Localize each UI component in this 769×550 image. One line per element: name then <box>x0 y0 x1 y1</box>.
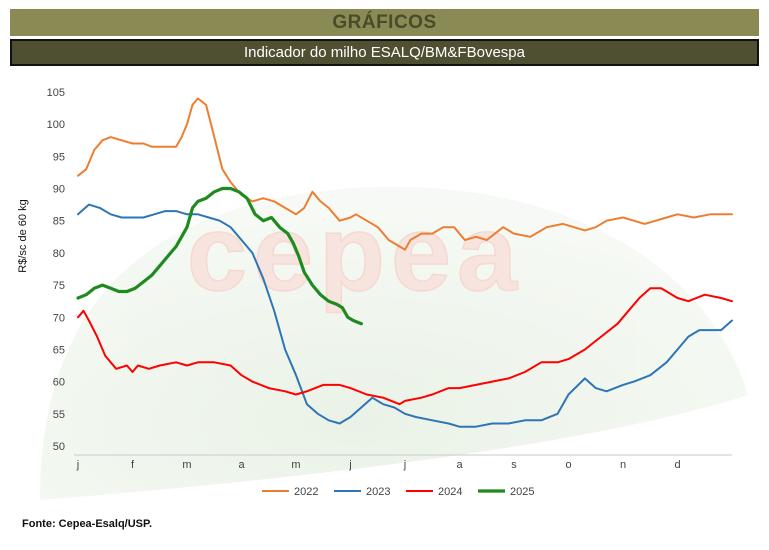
chart-legend: 2022 2023 2024 2025 <box>262 486 534 498</box>
x-tick-label: j <box>348 459 351 471</box>
y-tick-label: 100 <box>47 119 65 131</box>
x-tick-label: a <box>456 459 463 471</box>
section-banner: GRÁFICOS <box>10 9 759 36</box>
x-tick-label: f <box>131 459 135 471</box>
cepea-watermark: cepea <box>40 186 748 500</box>
legend-label-2025: 2025 <box>510 486 534 498</box>
series-line-2023 <box>77 203 733 428</box>
x-tick-label: o <box>565 459 571 471</box>
chart-series <box>76 97 733 428</box>
y-axis-label: R$/sc de 60 kg <box>17 199 29 272</box>
y-tick-label: 75 <box>53 280 65 292</box>
y-tick-label: 95 <box>53 151 65 163</box>
y-tick-label: 50 <box>53 441 65 453</box>
x-tick-label: n <box>620 459 626 471</box>
y-tick-label: 105 <box>47 87 65 99</box>
legend-label-2022: 2022 <box>294 486 318 498</box>
x-tick-label: j <box>403 459 406 471</box>
y-tick-label: 70 <box>53 312 65 324</box>
x-tick-label: d <box>674 459 680 471</box>
y-tick-label: 55 <box>53 409 65 421</box>
chart-axes: 50 55 60 65 70 75 80 85 90 95 100 105 j f m a m j j a s o n d <box>47 87 732 471</box>
watermark-text: cepea <box>187 192 523 313</box>
y-tick-label: 85 <box>53 216 65 228</box>
legend-label-2023: 2023 <box>366 486 390 498</box>
chart-title: Indicador do milho ESALQ/BM&FBovespa <box>244 44 525 61</box>
chart-title-bar: Indicador do milho ESALQ/BM&FBovespa <box>10 39 759 66</box>
series-line-2022 <box>77 97 733 251</box>
series-line-2024 <box>77 287 733 406</box>
watermark-swoosh <box>40 186 748 500</box>
x-tick-label: m <box>291 459 300 471</box>
x-tick-label: j <box>76 459 79 471</box>
x-tick-label: s <box>511 459 517 471</box>
legend-label-2024: 2024 <box>438 486 462 498</box>
y-tick-label: 90 <box>53 184 65 196</box>
y-tick-label: 80 <box>53 248 65 260</box>
x-tick-label: m <box>182 459 191 471</box>
section-title: GRÁFICOS <box>332 11 437 33</box>
y-tick-label: 60 <box>53 377 65 389</box>
x-tick-label: a <box>238 459 245 471</box>
series-line-2025 <box>76 186 363 326</box>
source-note: Fonte: Cepea-Esalq/USP. <box>22 518 152 530</box>
y-tick-label: 65 <box>53 344 65 356</box>
